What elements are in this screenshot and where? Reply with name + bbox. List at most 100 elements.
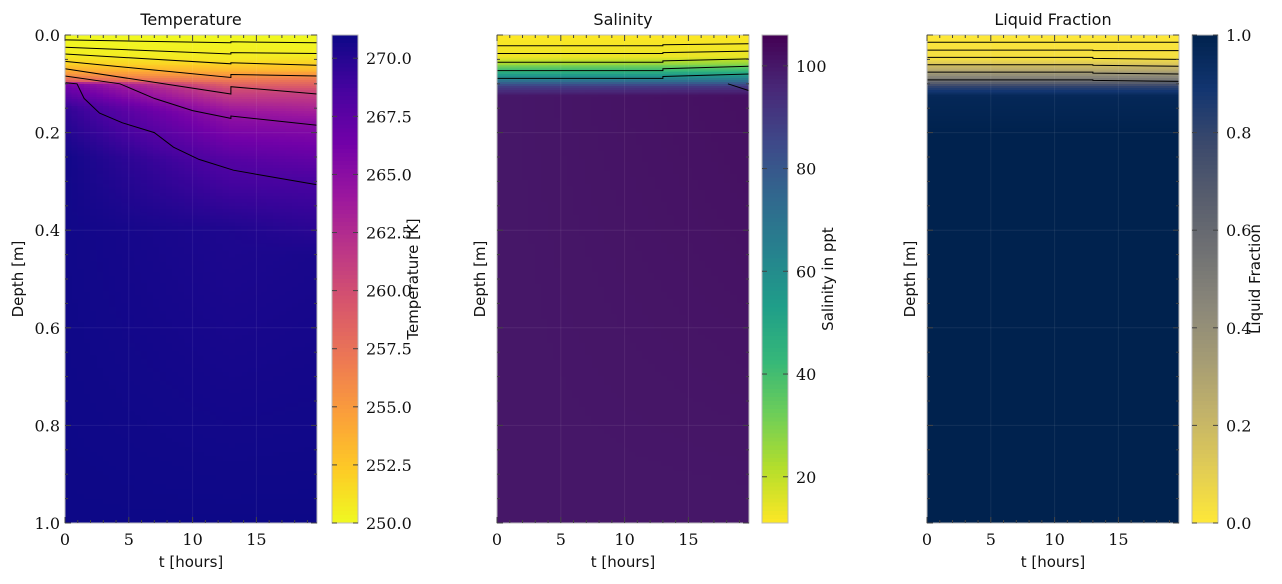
- heatmap-cell: [191, 393, 198, 399]
- heatmap-cell: [241, 99, 249, 103]
- heatmap-cell: [165, 55, 173, 58]
- heatmap-cell: [96, 513, 104, 519]
- heatmap-cell: [134, 411, 142, 417]
- heatmap-cell: [191, 136, 198, 140]
- heatmap-cell: [140, 261, 148, 266]
- heatmap-cell: [96, 66, 104, 70]
- heatmap-cell: [140, 52, 148, 55]
- heatmap-cell: [197, 310, 205, 316]
- heatmap-cell: [254, 186, 261, 191]
- heatmap-cell: [191, 498, 198, 505]
- heatmap-cell: [184, 120, 192, 124]
- heatmap-cell: [216, 94, 224, 98]
- heatmap-cell: [65, 318, 72, 324]
- heatmap-cell: [184, 205, 192, 210]
- heatmap-cell: [96, 479, 104, 486]
- heatmap-cell: [241, 150, 249, 154]
- heatmap-cell: [77, 113, 85, 117]
- heatmap-cell: [140, 359, 148, 365]
- heatmap-cell: [247, 99, 255, 103]
- heatmap-cell: [90, 101, 98, 105]
- heatmap-cell: [153, 39, 161, 41]
- heatmap-cell: [65, 51, 72, 54]
- heatmap-cell: [191, 398, 198, 404]
- heatmap-cell: [222, 70, 230, 73]
- heatmap-cell: [146, 212, 154, 217]
- heatmap-cell: [241, 49, 249, 52]
- heatmap-cell: [203, 295, 211, 300]
- heatmap-cell: [260, 56, 268, 60]
- heatmap-cell: [96, 168, 104, 172]
- heatmap-cell: [222, 99, 230, 103]
- heatmap-cell: [178, 48, 186, 51]
- heatmap-cell: [191, 209, 198, 213]
- heatmap-cell: [191, 236, 198, 241]
- heatmap-cell: [90, 225, 98, 230]
- heatmap-cell: [178, 503, 186, 510]
- heatmap-cell: [191, 330, 198, 336]
- heatmap-cell: [71, 55, 79, 58]
- heatmap-cell: [228, 136, 236, 140]
- heatmap-cell: [191, 53, 198, 56]
- heatmap-cell: [165, 92, 173, 96]
- heatmap-cell: [228, 65, 236, 68]
- heatmap-cell: [197, 61, 205, 64]
- heatmap-cell: [197, 302, 205, 308]
- heatmap-cell: [184, 314, 192, 320]
- heatmap-cell: [247, 68, 255, 71]
- heatmap-cell: [197, 229, 205, 234]
- heatmap-cell: [209, 236, 217, 241]
- heatmap-cell: [159, 302, 167, 308]
- heatmap-cell: [128, 75, 135, 79]
- heatmap-cell: [134, 123, 142, 127]
- heatmap-cell: [235, 136, 242, 140]
- heatmap-cell: [260, 58, 268, 61]
- heatmap-cell: [247, 261, 255, 266]
- heatmap-cell: [140, 513, 148, 519]
- heatmap-cell: [178, 243, 186, 248]
- heatmap-cell: [184, 92, 192, 96]
- heatmap-cell: [140, 398, 148, 404]
- heatmap-cell: [65, 99, 72, 103]
- heatmap-cell: [222, 56, 230, 60]
- heatmap-cell: [77, 438, 85, 444]
- heatmap-cell: [191, 159, 198, 163]
- heatmap-cell: [247, 103, 255, 107]
- heatmap-cell: [216, 411, 224, 417]
- heatmap-cell: [159, 306, 167, 312]
- heatmap-cell: [83, 489, 91, 495]
- heatmap-cell: [228, 334, 236, 340]
- heatmap-cell: [121, 508, 129, 514]
- heatmap-cell: [153, 518, 161, 524]
- heatmap-cell: [134, 222, 142, 227]
- heatmap-cell: [178, 139, 186, 143]
- heatmap-cell: [102, 150, 110, 154]
- heatmap-cell: [77, 41, 85, 44]
- heatmap-cell: [115, 174, 123, 178]
- heatmap-cell: [128, 96, 135, 100]
- heatmap-cell: [102, 411, 110, 417]
- heatmap-cell: [191, 128, 198, 132]
- heatmap-cell: [146, 272, 154, 277]
- heatmap-cell: [159, 367, 167, 373]
- heatmap-cell: [247, 302, 255, 308]
- heatmap-cell: [146, 162, 154, 166]
- heatmap-cell: [228, 367, 236, 373]
- heatmap-cell: [109, 205, 116, 210]
- heatmap-cell: [159, 128, 167, 132]
- heatmap-cell: [65, 66, 72, 70]
- heatmap-cell: [209, 518, 217, 524]
- heatmap-cell: [165, 338, 173, 344]
- heatmap-cell: [228, 139, 236, 143]
- heatmap-cell: [209, 56, 217, 60]
- heatmap-cell: [121, 433, 129, 439]
- heatmap-cell: [172, 351, 179, 356]
- heatmap-cell: [216, 92, 224, 96]
- heatmap-cell: [191, 225, 198, 230]
- heatmap-cell: [241, 72, 249, 75]
- heatmap-cell: [134, 420, 142, 426]
- heatmap-cell: [228, 398, 236, 404]
- heatmap-cell: [109, 61, 116, 64]
- heatmap-cell: [172, 393, 179, 399]
- heatmap-cell: [235, 415, 242, 421]
